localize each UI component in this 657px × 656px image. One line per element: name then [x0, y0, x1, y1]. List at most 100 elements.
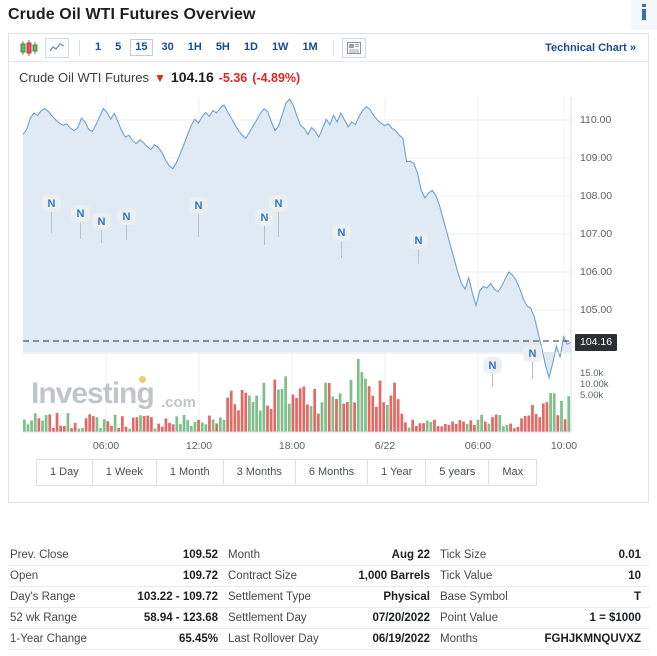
range-button-1-year[interactable]: 1 Year	[367, 459, 426, 486]
volume-bar	[135, 417, 139, 432]
news-panel-icon[interactable]	[341, 37, 366, 58]
x-tick-0600a: 06:00	[92, 440, 120, 452]
interval-1h[interactable]: 1H	[187, 41, 202, 53]
table-row: Contract Size 1,000 Barrels	[226, 566, 438, 587]
stat-value: FGHJKMNQUVXZ	[544, 633, 641, 645]
x-tick-622: 6/22	[374, 440, 396, 452]
volume-bar	[531, 405, 534, 432]
range-button-5-years[interactable]: 5 years	[425, 459, 489, 486]
stat-label: Prev. Close	[10, 549, 69, 561]
volume-bar	[59, 425, 63, 432]
news-marker-11[interactable]: N	[523, 345, 542, 362]
news-marker-4[interactable]: N	[117, 208, 136, 225]
news-marker-10[interactable]: N	[483, 357, 502, 374]
volume-bar	[182, 415, 186, 432]
interval-15[interactable]: 15	[130, 39, 153, 56]
volume-bar	[509, 423, 513, 432]
volume-bar	[549, 393, 552, 432]
table-row: Month Aug 22	[226, 545, 438, 566]
volume-bar	[295, 397, 298, 432]
price-area-fill	[23, 99, 571, 378]
volume-bar	[433, 419, 436, 432]
news-marker-7[interactable]: N	[269, 195, 288, 212]
price-y-axis: 110.00 109.00 108.00 107.00 106.00 105.0…	[571, 87, 648, 457]
volume-bar	[364, 378, 367, 432]
volume-bar	[476, 419, 480, 432]
volume-bar	[316, 413, 320, 432]
range-button-3-months[interactable]: 3 Months	[222, 459, 295, 486]
volume-bar	[356, 359, 360, 432]
interval-1w[interactable]: 1W	[271, 41, 289, 53]
x-tick-1200: 12:00	[185, 440, 213, 452]
news-marker-1[interactable]: N	[42, 195, 61, 212]
volume-bar	[560, 400, 563, 432]
range-button-max[interactable]: Max	[488, 459, 538, 486]
range-button-6-months[interactable]: 6 Months	[294, 459, 368, 486]
news-marker-2[interactable]: N	[71, 205, 90, 222]
news-marker-6[interactable]: N	[255, 209, 274, 226]
y-tick-108: 108.00	[580, 190, 613, 202]
range-button-1-week[interactable]: 1 Week	[91, 459, 156, 486]
volume-bar	[215, 423, 219, 432]
stat-value: Physical	[383, 591, 430, 603]
info-icon[interactable]	[631, 0, 657, 30]
y-tick-109: 109.00	[580, 152, 613, 164]
volume-bar	[117, 427, 121, 432]
volume-bar	[436, 426, 440, 432]
page-header: Crude Oil WTI Futures Overview	[0, 0, 657, 30]
volume-bar	[313, 388, 317, 432]
stat-label: Contract Size	[228, 570, 298, 582]
stat-value: 1 = $1000	[589, 612, 641, 624]
volume-bar	[298, 388, 302, 432]
volume-bar	[52, 427, 55, 432]
volume-bar	[440, 426, 444, 432]
volume-bar	[150, 417, 153, 432]
line-chart-icon[interactable]	[45, 37, 69, 58]
volume-bar	[146, 415, 150, 432]
range-button-1-day[interactable]: 1 Day	[36, 459, 92, 486]
volume-bar	[131, 417, 135, 432]
y-tick-110: 110.00	[580, 114, 612, 126]
volume-bar	[541, 403, 545, 432]
candlestick-chart-icon[interactable]	[15, 37, 43, 59]
news-marker-stem	[101, 229, 102, 243]
volume-bar	[375, 406, 378, 432]
toolbar-divider-1	[79, 39, 80, 56]
news-marker-9[interactable]: N	[409, 232, 428, 249]
interval-1d[interactable]: 1D	[243, 41, 258, 53]
volume-bar	[324, 382, 327, 432]
volume-bar	[273, 379, 277, 432]
volume-bar	[480, 414, 483, 432]
stat-value: 58.94 - 123.68	[143, 612, 218, 624]
news-marker-5[interactable]: N	[189, 197, 208, 214]
volume-bar	[425, 420, 429, 432]
interval-5[interactable]: 5	[115, 41, 122, 53]
range-button-1-month[interactable]: 1 Month	[155, 459, 223, 486]
interval-1[interactable]: 1	[95, 41, 102, 53]
volume-bar	[280, 388, 284, 432]
volume-bar	[422, 423, 425, 432]
news-marker-stem	[264, 225, 265, 245]
volume-bar	[226, 397, 229, 432]
volume-bar	[563, 419, 567, 432]
volume-bar	[164, 418, 168, 432]
stat-label: Month	[228, 549, 260, 561]
interval-30[interactable]: 30	[161, 41, 174, 53]
stat-value: 109.72	[182, 570, 218, 582]
volume-bar	[124, 426, 128, 432]
volume-bar	[95, 417, 99, 432]
volume-bar	[44, 415, 48, 432]
news-marker-8[interactable]: N	[332, 224, 351, 241]
volume-bar	[458, 420, 462, 432]
volume-bar	[306, 404, 309, 432]
volume-bar	[418, 423, 422, 432]
interval-5h[interactable]: 5H	[215, 41, 230, 53]
volume-bar	[385, 404, 389, 432]
volume-bar	[269, 408, 273, 432]
table-row: Day's Range 103.22 - 109.72	[8, 587, 226, 608]
interval-1m[interactable]: 1M	[302, 41, 318, 53]
news-marker-3[interactable]: N	[92, 213, 111, 230]
technical-chart-link[interactable]: Technical Chart »	[545, 41, 636, 54]
chart-toolbar: 1 5 15 30 1H 5H 1D 1W 1M Technical Char	[9, 34, 648, 62]
